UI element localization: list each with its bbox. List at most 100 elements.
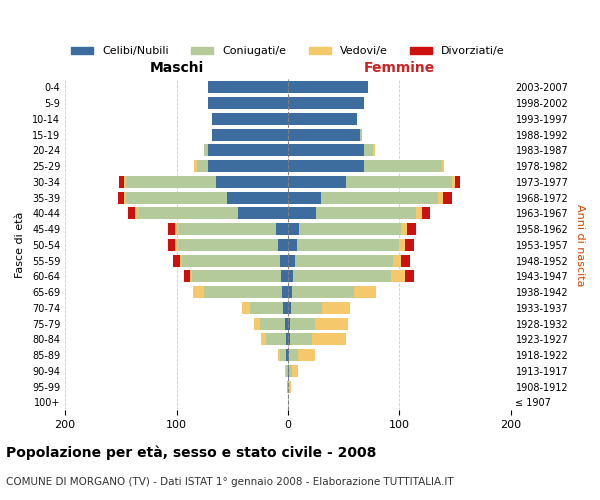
Bar <box>127 192 288 203</box>
Bar <box>124 176 288 188</box>
Bar <box>288 302 291 314</box>
Bar <box>288 128 360 140</box>
Bar <box>288 144 364 156</box>
Legend: Celibi/Nubili, Coniugati/e, Vedovi/e, Divorziati/e: Celibi/Nubili, Coniugati/e, Vedovi/e, Di… <box>67 42 509 61</box>
Bar <box>288 176 460 188</box>
Bar <box>215 176 288 188</box>
Bar <box>288 302 350 314</box>
Bar <box>182 254 288 266</box>
Bar <box>288 192 438 203</box>
Bar <box>288 380 289 392</box>
Bar <box>193 286 288 298</box>
Bar <box>288 223 416 235</box>
Bar <box>250 302 288 314</box>
Text: Popolazione per età, sesso e stato civile - 2008: Popolazione per età, sesso e stato civil… <box>6 446 376 460</box>
Bar <box>288 286 376 298</box>
Bar <box>136 208 288 220</box>
Bar <box>175 223 288 235</box>
Bar <box>280 349 288 361</box>
Bar <box>288 286 292 298</box>
Bar <box>280 254 288 266</box>
Bar <box>288 239 405 251</box>
Bar <box>137 208 288 220</box>
Bar <box>288 365 298 377</box>
Bar <box>288 239 297 251</box>
Bar <box>208 82 288 94</box>
Bar <box>278 349 288 361</box>
Bar <box>288 349 314 361</box>
Bar <box>288 365 292 377</box>
Text: Femmine: Femmine <box>364 61 435 75</box>
Bar <box>254 318 288 330</box>
Bar <box>288 270 293 282</box>
Bar <box>242 302 288 314</box>
Bar <box>184 270 288 282</box>
Bar <box>288 239 414 251</box>
Bar <box>167 223 288 235</box>
Bar <box>288 192 321 203</box>
Bar <box>283 286 288 298</box>
Bar <box>127 176 288 188</box>
Bar <box>288 223 407 235</box>
Bar <box>283 302 288 314</box>
Bar <box>288 176 346 188</box>
Bar <box>284 365 288 377</box>
Bar <box>261 334 288 345</box>
Bar <box>288 160 364 172</box>
Bar <box>124 192 288 203</box>
Bar <box>278 239 288 251</box>
Bar <box>208 144 288 156</box>
Bar <box>286 349 288 361</box>
Bar <box>212 113 288 125</box>
Bar <box>288 318 290 330</box>
Bar <box>197 160 288 172</box>
Bar <box>288 192 443 203</box>
Bar <box>205 286 288 298</box>
Bar <box>288 334 313 345</box>
Bar <box>178 223 288 235</box>
Bar <box>208 97 288 109</box>
Bar <box>212 128 288 140</box>
Bar <box>288 223 401 235</box>
Bar <box>288 254 392 266</box>
Bar <box>119 176 288 188</box>
Text: COMUNE DI MORGANO (TV) - Dati ISTAT 1° gennaio 2008 - Elaborazione TUTTITALIA.IT: COMUNE DI MORGANO (TV) - Dati ISTAT 1° g… <box>6 477 454 487</box>
Bar <box>128 208 288 220</box>
Bar <box>266 334 288 345</box>
Bar <box>287 380 288 392</box>
Bar <box>284 318 288 330</box>
Bar <box>281 270 288 282</box>
Bar <box>275 223 288 235</box>
Bar <box>173 254 288 266</box>
Bar <box>288 160 444 172</box>
Bar <box>288 365 289 377</box>
Bar <box>260 318 288 330</box>
Bar <box>288 192 452 203</box>
Bar <box>288 144 375 156</box>
Bar <box>118 192 288 203</box>
Bar <box>288 176 455 188</box>
Bar <box>288 380 291 392</box>
Bar <box>286 365 288 377</box>
Bar <box>190 270 288 282</box>
Bar <box>288 318 314 330</box>
Bar <box>288 270 414 282</box>
Bar <box>288 144 373 156</box>
Bar <box>288 208 422 220</box>
Bar <box>288 302 322 314</box>
Bar <box>178 239 288 251</box>
Bar <box>288 254 401 266</box>
Bar <box>288 318 348 330</box>
Bar <box>288 270 391 282</box>
Bar <box>288 254 295 266</box>
Bar <box>194 160 288 172</box>
Bar <box>288 239 399 251</box>
Bar <box>286 334 288 345</box>
Bar <box>288 82 368 94</box>
Bar <box>288 208 416 220</box>
Bar <box>238 208 288 220</box>
Bar <box>288 334 290 345</box>
Text: Maschi: Maschi <box>149 61 203 75</box>
Y-axis label: Anni di nascita: Anni di nascita <box>575 204 585 286</box>
Bar <box>227 192 288 203</box>
